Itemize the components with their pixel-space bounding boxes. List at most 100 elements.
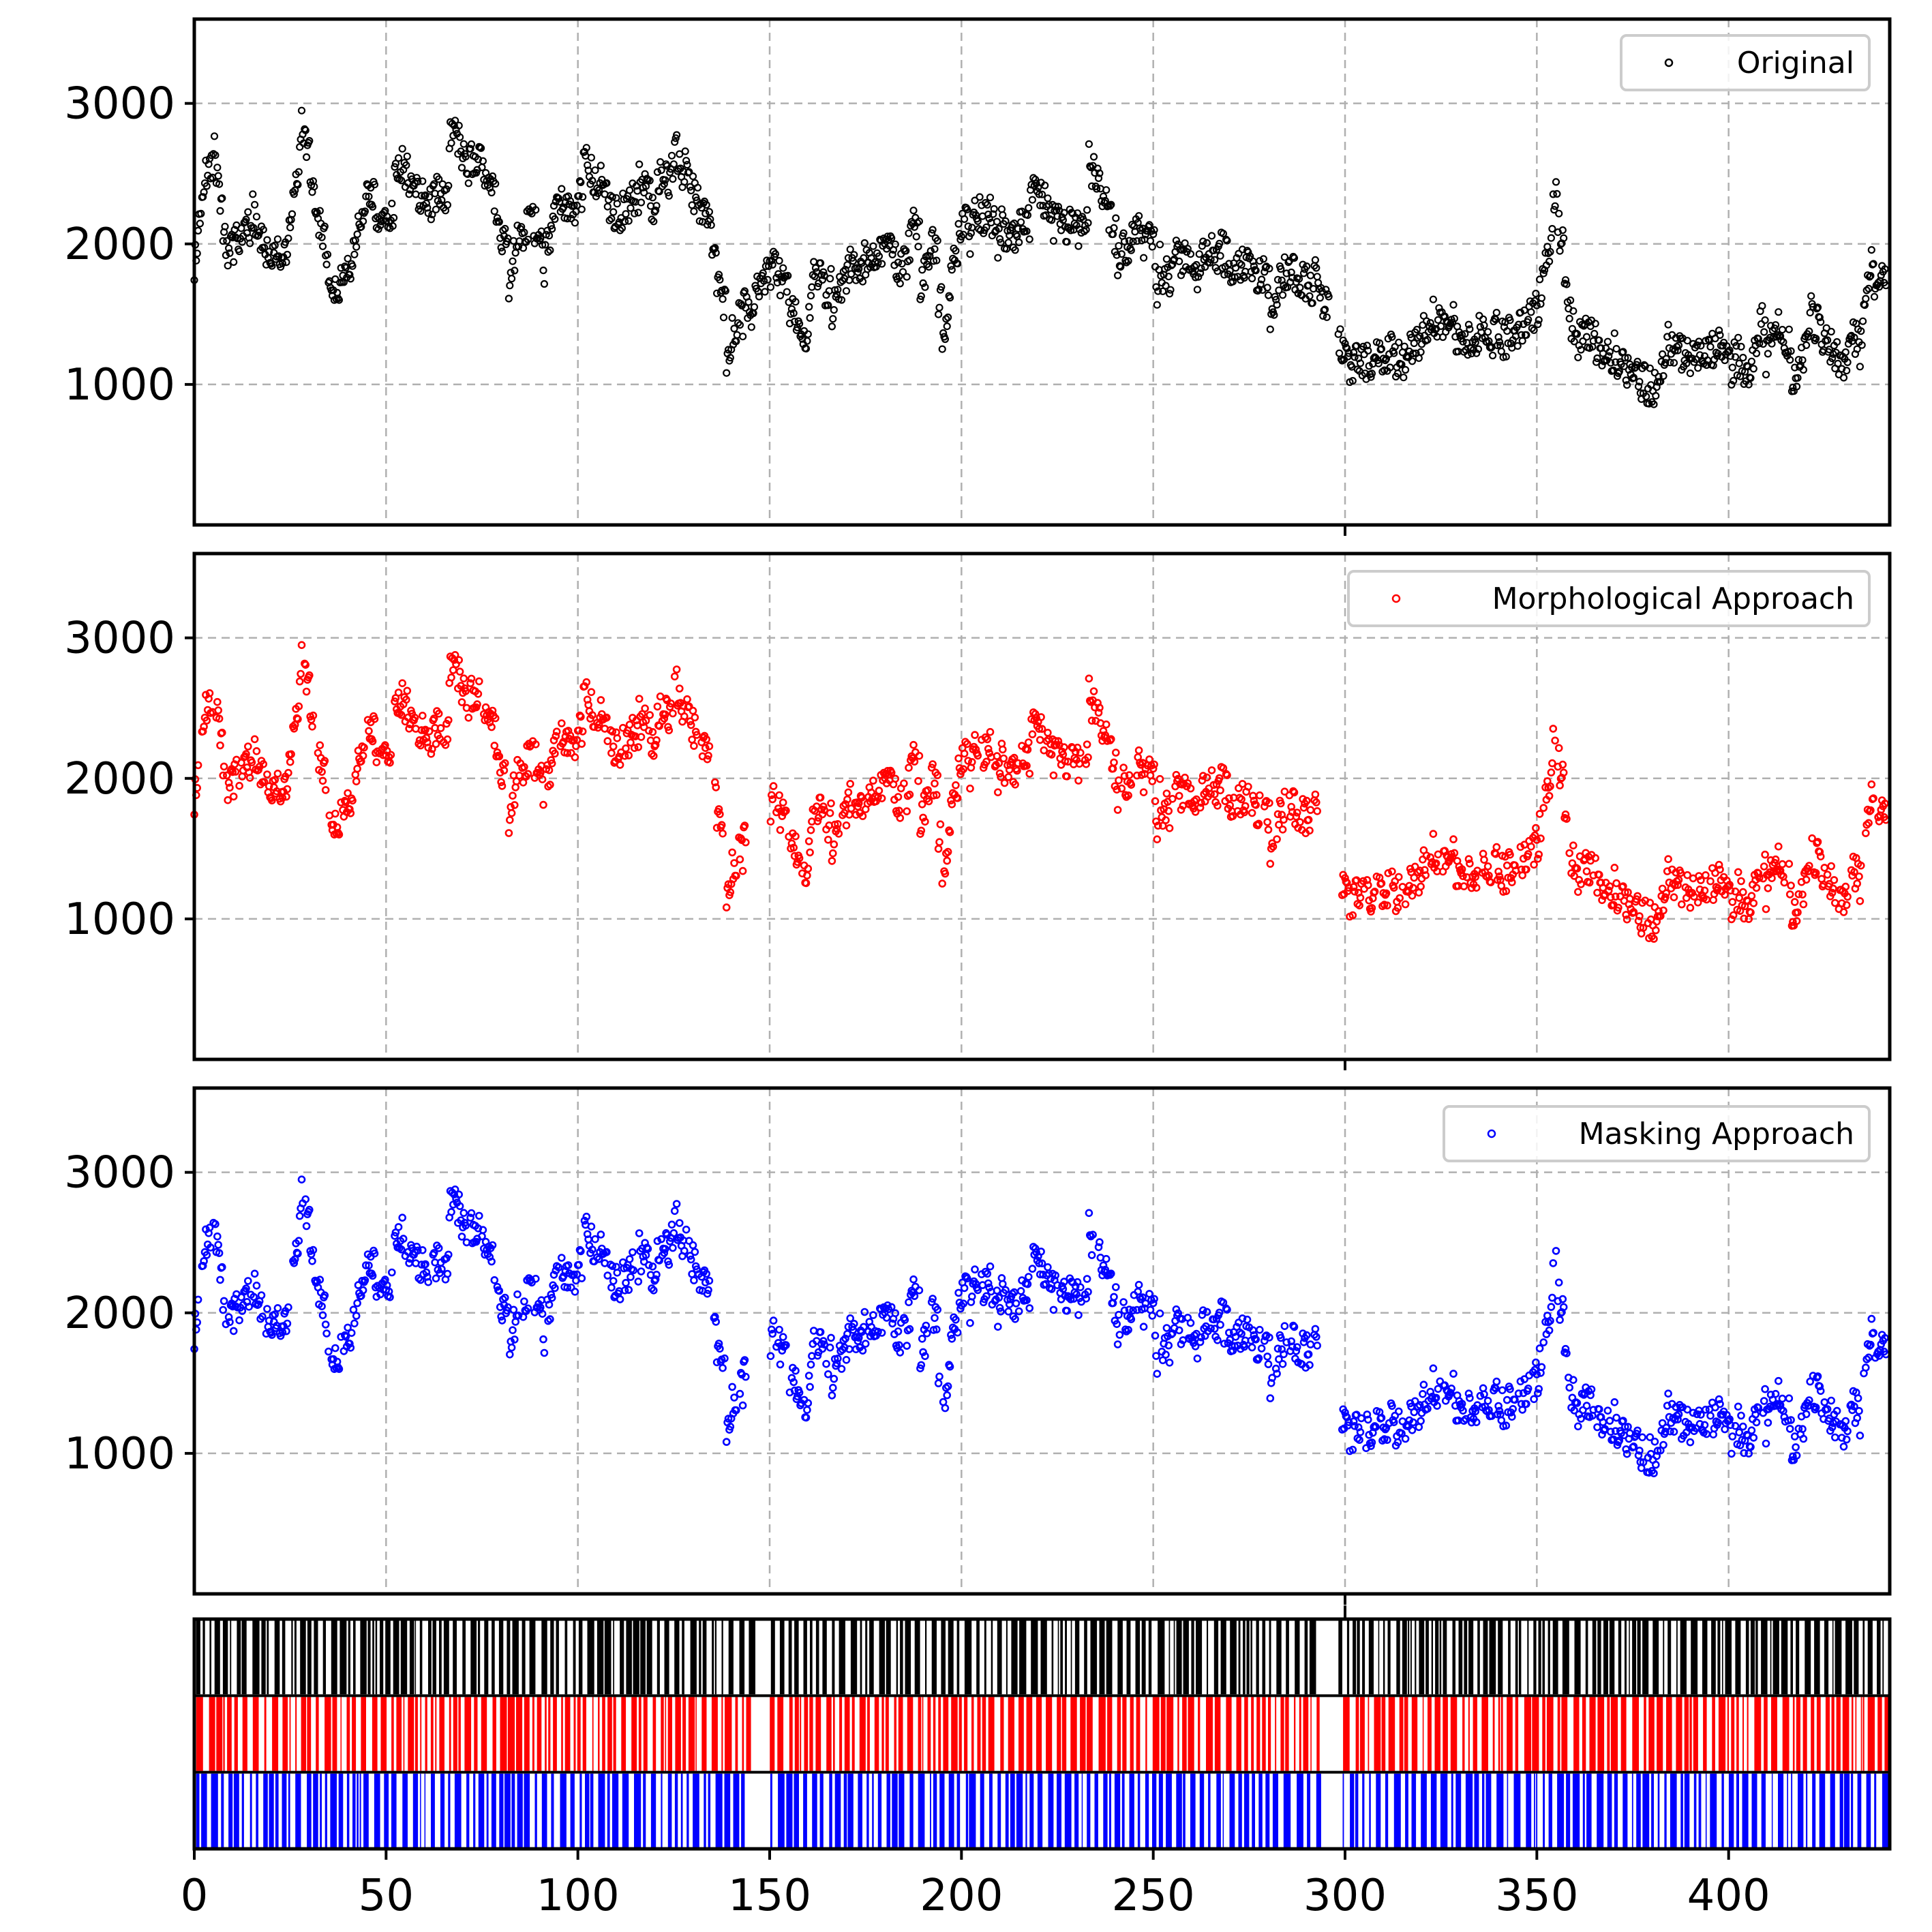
data-point: [1834, 359, 1842, 368]
data-point: [929, 226, 937, 234]
data-point: [1220, 271, 1228, 279]
data-point: [496, 234, 504, 242]
data-point: [712, 249, 720, 257]
data-point: [645, 192, 653, 200]
data-point: [398, 145, 406, 153]
event-bar: [1183, 1620, 1189, 1695]
data-point: [217, 728, 226, 737]
data-point: [271, 241, 279, 250]
data-point: [1032, 179, 1040, 187]
data-point: [1549, 190, 1557, 198]
event-bar: [907, 1697, 914, 1771]
data-point: [722, 903, 731, 911]
data-point: [260, 243, 269, 252]
event-bar: [1845, 1620, 1852, 1695]
data-point: [1567, 296, 1575, 305]
data-point: [488, 172, 497, 181]
event-bar: [1676, 1620, 1678, 1695]
data-point: [1799, 365, 1807, 374]
data-point: [321, 786, 330, 794]
data-point: [397, 177, 406, 185]
event-bar: [222, 1620, 228, 1695]
data-point: [931, 245, 939, 253]
data-point: [374, 225, 382, 233]
data-point: [1734, 333, 1742, 342]
data-point: [309, 711, 318, 720]
data-point: [1139, 254, 1148, 262]
event-bar: [274, 1620, 280, 1695]
data-point: [222, 771, 231, 780]
event-bar: [202, 1620, 205, 1695]
data-point: [894, 258, 903, 267]
data-point: [1798, 356, 1807, 364]
data-point: [591, 166, 599, 175]
event-bar: [573, 1620, 576, 1695]
data-point: [968, 224, 976, 232]
event-bar: [800, 1697, 802, 1771]
data-point: [584, 161, 592, 169]
data-point: [791, 298, 800, 306]
masking-legend-label: Masking Approach: [1579, 1117, 1854, 1151]
event-bar: [1238, 1620, 1241, 1695]
event-bar: [1168, 1620, 1171, 1695]
event-bar: [1158, 1620, 1165, 1695]
data-point: [805, 303, 813, 311]
event-bar: [453, 1697, 457, 1771]
y-tick-label: 3000: [64, 1148, 175, 1198]
event-bar: [832, 1620, 835, 1695]
data-point: [1023, 227, 1031, 235]
event-bar: [1173, 1620, 1175, 1695]
data-point: [1084, 219, 1092, 227]
event-bar: [241, 1620, 247, 1695]
data-point: [316, 741, 324, 749]
data-point: [1813, 303, 1822, 312]
data-point: [1747, 357, 1755, 365]
data-point: [1484, 328, 1492, 336]
data-point: [1487, 344, 1495, 352]
event-bar: [822, 1620, 827, 1695]
data-point: [389, 213, 398, 222]
data-point: [215, 714, 224, 723]
data-point: [360, 743, 368, 752]
data-point: [427, 215, 436, 224]
data-point: [1190, 262, 1198, 271]
data-point: [501, 224, 509, 233]
data-point: [573, 201, 581, 209]
data-point: [1312, 264, 1320, 272]
data-point: [444, 181, 453, 190]
event-bar: [1603, 1620, 1608, 1695]
y-tick-label: 2000: [64, 220, 175, 270]
event-bar: [1468, 1620, 1474, 1695]
data-point: [495, 217, 503, 226]
event-bar: [779, 1620, 785, 1695]
data-point: [1530, 297, 1539, 305]
data-point: [806, 292, 815, 300]
data-point: [723, 369, 731, 377]
data-point: [1666, 359, 1674, 367]
event-bar: [1527, 1620, 1529, 1695]
data-point: [680, 178, 689, 186]
event-bar: [462, 1620, 466, 1695]
event-bar: [1515, 1620, 1518, 1695]
data-point: [1853, 345, 1861, 353]
data-point: [594, 186, 603, 194]
event-bar: [360, 1620, 367, 1695]
event-bar: [307, 1697, 312, 1771]
data-point: [819, 268, 828, 276]
data-point: [1515, 320, 1523, 329]
data-point: [1775, 308, 1783, 316]
event-bar: [613, 1620, 614, 1695]
data-point: [1042, 211, 1050, 220]
event-bar: [1585, 1620, 1588, 1695]
data-point: [847, 270, 856, 278]
data-point: [646, 711, 654, 719]
data-point: [1377, 345, 1386, 353]
event-bar: [301, 1697, 306, 1771]
data-point: [1194, 273, 1203, 281]
data-point: [1148, 243, 1156, 251]
data-point: [389, 222, 397, 230]
event-bar: [1011, 1620, 1018, 1695]
data-point: [1134, 212, 1143, 220]
data-point: [297, 669, 305, 678]
